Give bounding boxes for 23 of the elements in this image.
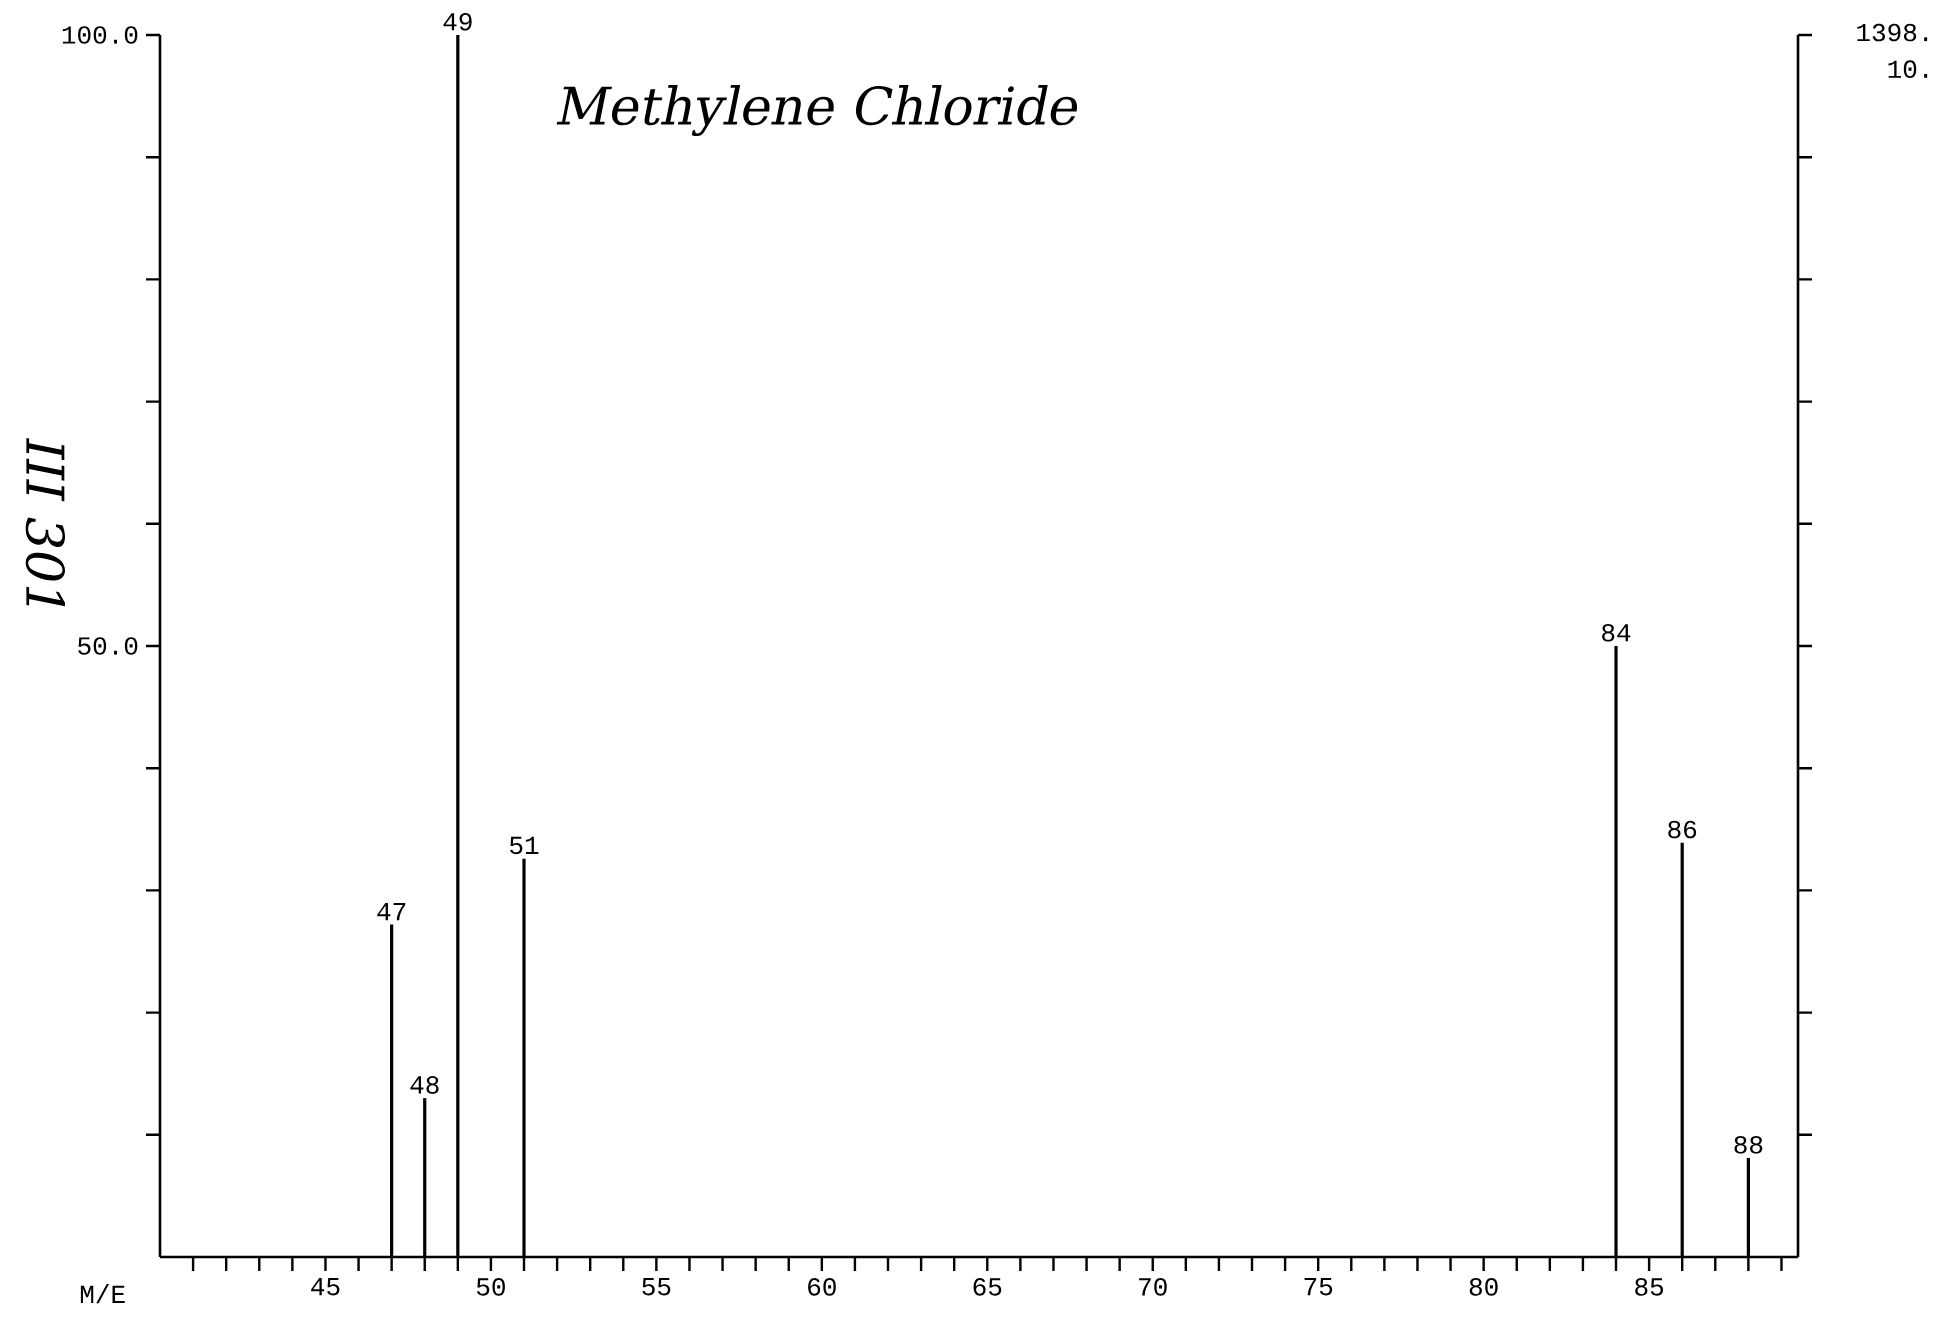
x-tick-label: 45 [311,1278,340,1296]
annotation: 84 [1602,623,1631,642]
x-tick-label: 65 [973,1278,1002,1296]
y-tick-label: 50.0 [78,637,138,655]
x-axis-title: M/E [80,1284,125,1304]
annotation: 48 [410,1076,439,1094]
x-tick-label: 75 [1304,1278,1333,1296]
text: Methylene Chloride [556,85,1078,137]
y-tick-label: 100.0 [62,26,138,44]
x-tick-label: 60 [808,1278,836,1296]
annotation: 88 [1734,1135,1763,1154]
annotation: 86 [1668,820,1697,839]
x-tick-label: 85 [1635,1278,1664,1296]
text: 10. [1888,60,1928,79]
text: 1398. [1857,23,1928,42]
text: III 301 [25,437,66,607]
annotation: 49 [443,12,472,31]
x-tick-label: 70 [1139,1278,1167,1296]
annotation: 47 [377,903,406,921]
x-tick-label: 80 [1469,1278,1498,1296]
annotation: 51 [510,836,539,855]
x-tick-label: 55 [642,1278,671,1296]
x-tick-label: 50 [476,1278,505,1296]
